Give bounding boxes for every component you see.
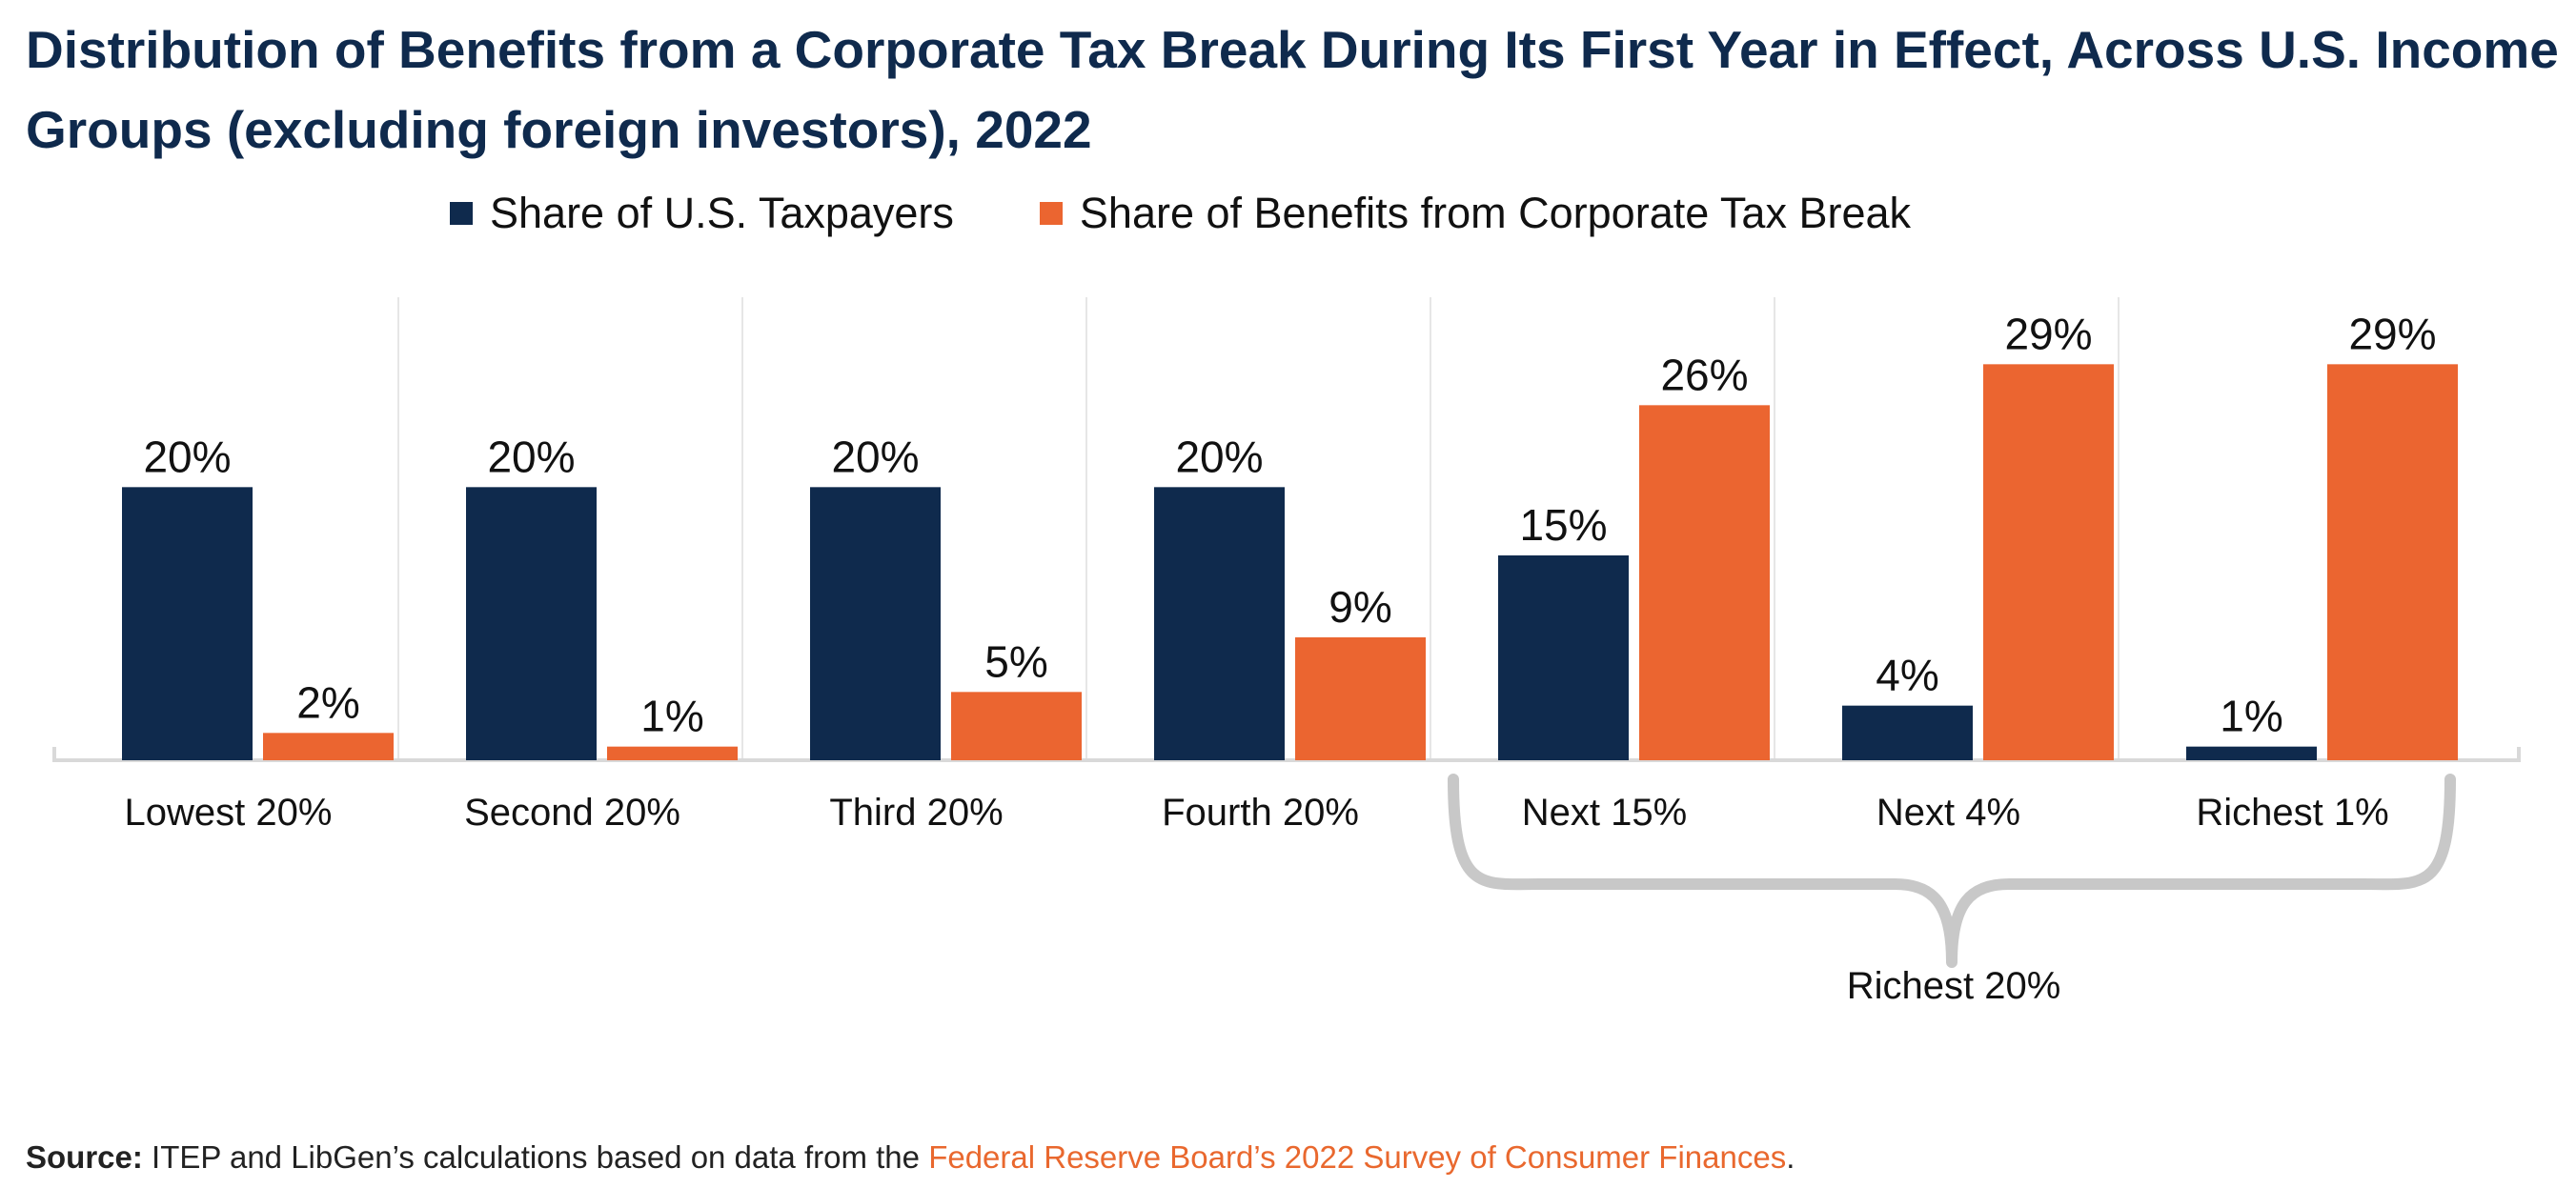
- legend-item-taxpayers: Share of U.S. Taxpayers: [450, 189, 954, 238]
- bar-benefits: [1639, 405, 1770, 760]
- legend-swatch-benefits: [1039, 202, 1063, 225]
- source-text: ITEP and LibGen’s calculations based on …: [152, 1139, 921, 1175]
- x-tick-label: Fourth 20%: [1162, 792, 1359, 834]
- bar-taxpayers: [1498, 555, 1629, 760]
- data-label-benefits: 1%: [640, 692, 703, 741]
- data-label-benefits: 9%: [1329, 582, 1391, 632]
- data-label-taxpayers: 4%: [1876, 651, 1938, 700]
- bar-benefits: [1295, 637, 1426, 760]
- data-label-benefits: 2%: [296, 677, 359, 727]
- bar-taxpayers: [810, 487, 941, 760]
- source-end: .: [1786, 1139, 1795, 1175]
- legend-item-benefits: Share of Benefits from Corporate Tax Bre…: [1039, 189, 1912, 238]
- richest-20-label: Richest 20%: [1847, 965, 2061, 1007]
- legend-swatch-taxpayers: [450, 202, 473, 225]
- x-tick-label: Next 4%: [1876, 792, 2020, 834]
- legend-label-benefits: Share of Benefits from Corporate Tax Bre…: [1079, 189, 1912, 237]
- source-link[interactable]: Federal Reserve Board’s 2022 Survey of C…: [928, 1139, 1787, 1175]
- bar-benefits: [951, 692, 1082, 760]
- data-label-benefits: 5%: [984, 636, 1047, 686]
- x-tick-label: Richest 1%: [2196, 792, 2388, 834]
- data-label-benefits: 26%: [1660, 350, 1748, 399]
- legend: Share of U.S. Taxpayers Share of Benefit…: [450, 189, 1997, 238]
- data-label-taxpayers: 20%: [487, 432, 575, 481]
- data-label-taxpayers: 20%: [143, 432, 231, 481]
- x-tick-label: Third 20%: [829, 792, 1003, 834]
- bar-benefits: [607, 746, 738, 760]
- bar-benefits: [1983, 364, 2114, 760]
- richest-20-brace: [1448, 774, 2456, 968]
- data-label-taxpayers: 1%: [2220, 692, 2282, 741]
- data-label-taxpayers: 20%: [1175, 432, 1263, 481]
- x-tick-label: Lowest 20%: [125, 792, 333, 834]
- x-tick-label: Second 20%: [464, 792, 680, 834]
- bar-taxpayers: [2186, 746, 2317, 760]
- data-label-benefits: 29%: [2004, 309, 2092, 358]
- bar-taxpayers: [1154, 487, 1285, 760]
- bar-benefits: [2327, 364, 2458, 760]
- source-note: Source: ITEP and LibGen’s calculations b…: [26, 1139, 1795, 1176]
- bar-benefits: [263, 733, 394, 760]
- data-label-taxpayers: 15%: [1519, 500, 1607, 550]
- bar-taxpayers: [1842, 705, 1973, 760]
- legend-label-taxpayers: Share of U.S. Taxpayers: [490, 189, 954, 237]
- source-label: Source:: [26, 1139, 143, 1175]
- chart-title: Distribution of Benefits from a Corporat…: [26, 20, 2559, 159]
- data-label-taxpayers: 20%: [831, 432, 919, 481]
- bar-taxpayers: [466, 487, 597, 760]
- data-label-benefits: 29%: [2348, 309, 2436, 358]
- bar-taxpayers: [122, 487, 253, 760]
- x-tick-label: Next 15%: [1522, 792, 1687, 834]
